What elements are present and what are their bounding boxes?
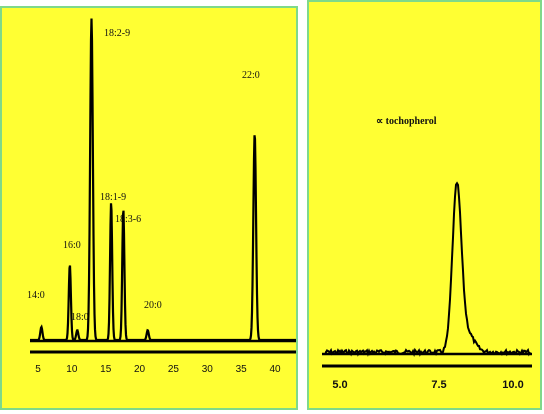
x-tick-label: 15 — [100, 364, 112, 375]
peak-label: 20:0 — [144, 300, 162, 311]
left-trace — [30, 18, 296, 342]
peak-label: 16:0 — [63, 240, 81, 251]
x-tick-label: 10.0 — [502, 379, 523, 391]
peak-label: ∝ tochopherol — [376, 116, 437, 127]
x-tick-label: 7.5 — [431, 379, 446, 391]
chromatogram-right-panel — [307, 0, 542, 410]
x-tick-label: 35 — [236, 364, 248, 375]
right-trace — [324, 181, 531, 358]
peak-label: 18:2-9 — [104, 28, 130, 39]
peak-label: 18:0 — [71, 312, 89, 323]
x-tick-label: 5 — [35, 364, 41, 375]
peak-label: 14:0 — [27, 290, 45, 301]
x-tick-label: 20 — [134, 364, 146, 375]
peak-label: 18:1-9 — [100, 192, 126, 203]
x-tick-label: 10 — [66, 364, 78, 375]
peak-label: 18:3-6 — [115, 214, 141, 225]
x-tick-label: 5.0 — [332, 379, 347, 391]
x-tick-label: 40 — [269, 364, 281, 375]
x-tick-label: 25 — [168, 364, 180, 375]
x-tick-label: 30 — [202, 364, 214, 375]
chromatogram-left-panel — [0, 6, 298, 410]
peak-label: 22:0 — [242, 70, 260, 81]
